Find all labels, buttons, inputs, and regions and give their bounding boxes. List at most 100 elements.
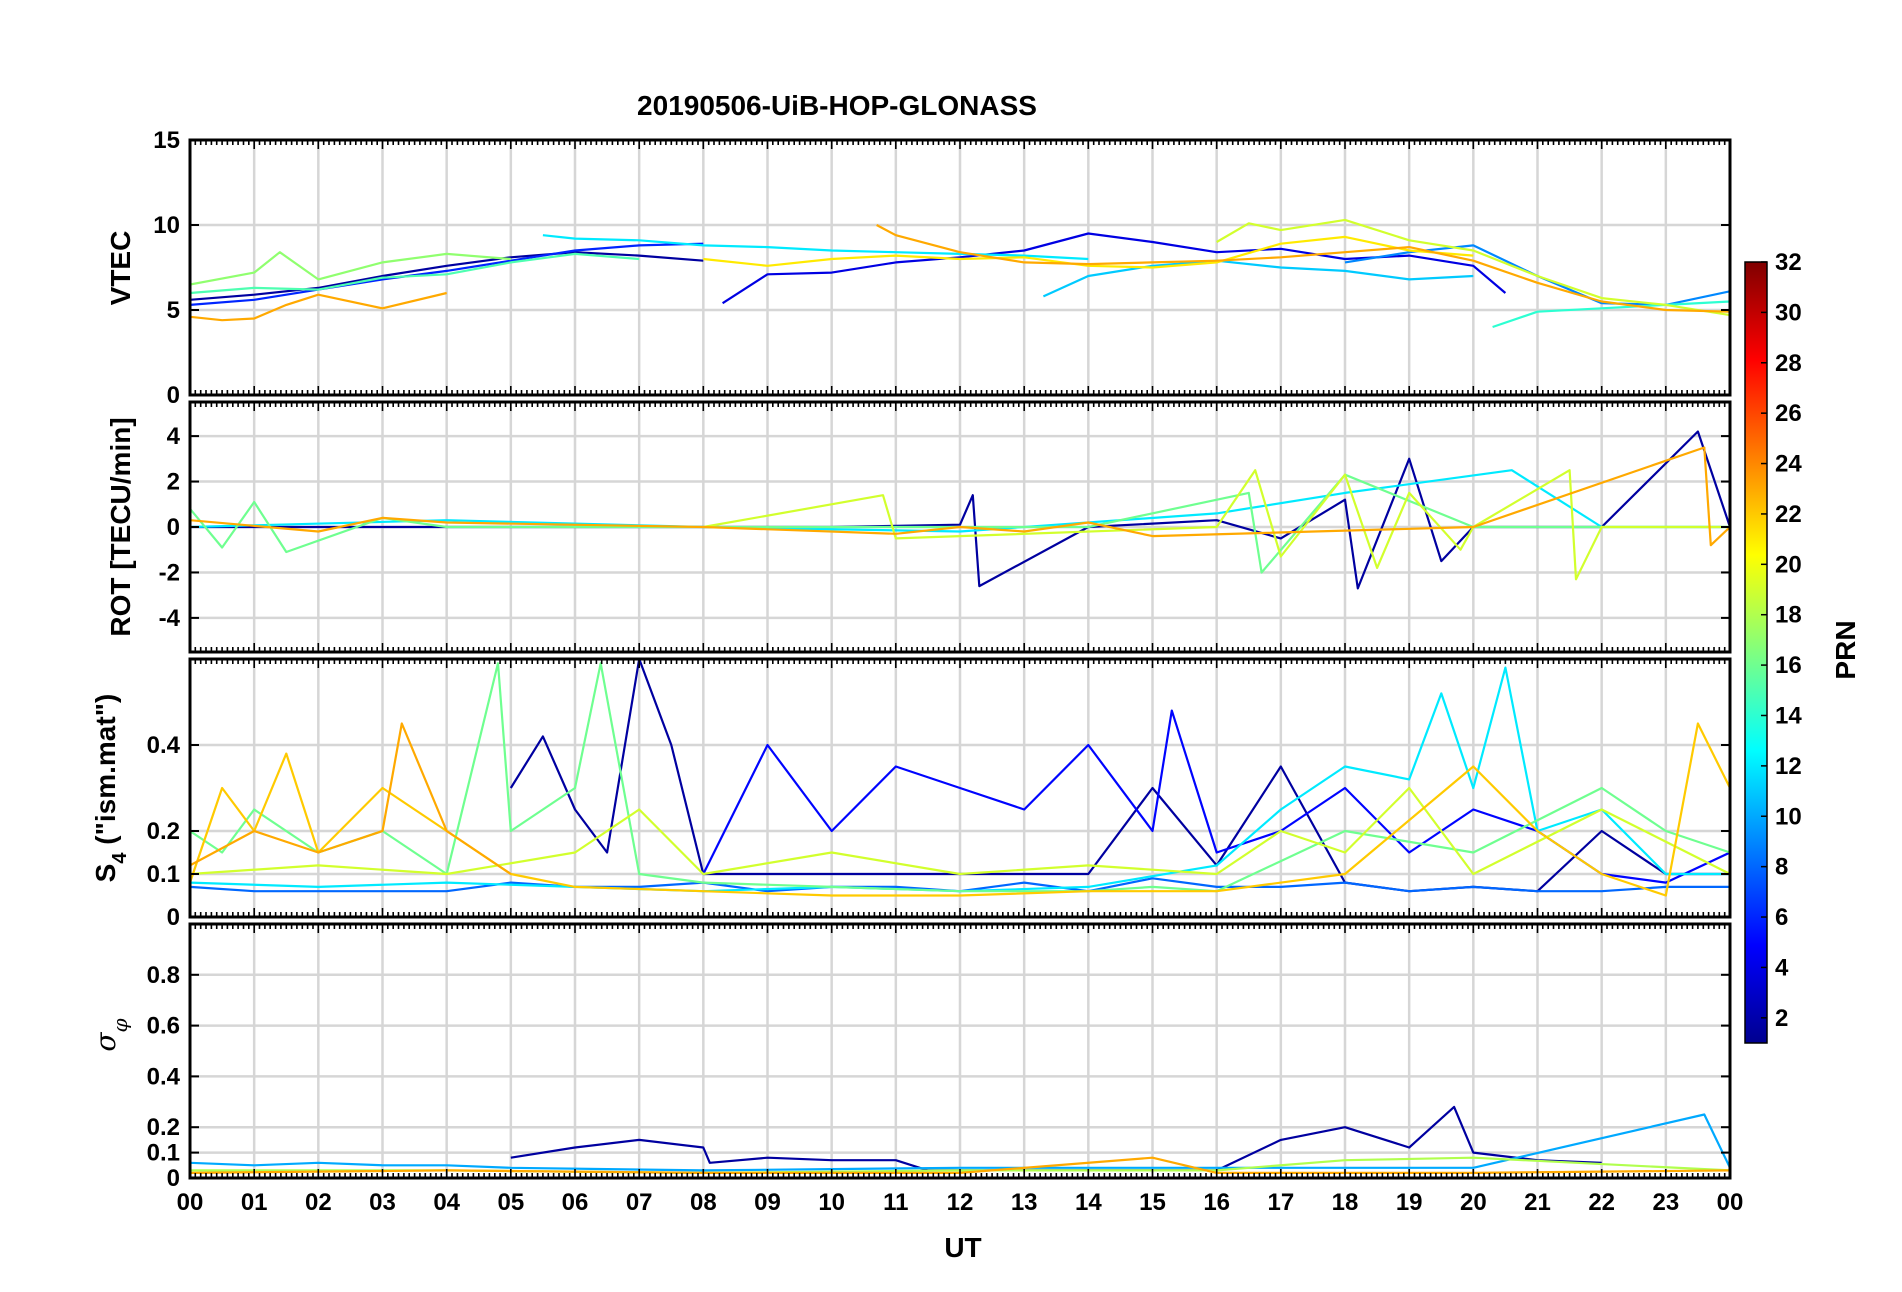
x-tick-label: 15 bbox=[1139, 1189, 1166, 1216]
series-line-prn-15 bbox=[190, 252, 640, 295]
series-group bbox=[190, 430, 1730, 590]
y-tick-label: 0 bbox=[167, 382, 180, 409]
series-line-prn-23 bbox=[190, 446, 1730, 547]
series-group bbox=[190, 218, 1730, 329]
panel-s4: 0 0.1 0.2 0.4 S4 ("ism.mat") bbox=[90, 657, 1732, 931]
y-tick-label: 0.8 bbox=[147, 962, 180, 989]
y-tick-label: 5 bbox=[167, 297, 180, 324]
colorbar-tick-label: 20 bbox=[1775, 551, 1802, 578]
y-tick-label: 0.2 bbox=[147, 1114, 180, 1141]
colorbar-label: PRN bbox=[1830, 620, 1861, 679]
y-tick-label: 10 bbox=[153, 212, 180, 239]
colorbar-tick-label: 4 bbox=[1775, 954, 1789, 981]
y-tick-label: -4 bbox=[159, 605, 181, 632]
x-minor-ticks bbox=[189, 402, 1731, 652]
colorbar-tick-label: 30 bbox=[1775, 299, 1802, 326]
series-line-prn-19 bbox=[190, 786, 1730, 876]
colorbar-tick-label: 32 bbox=[1775, 249, 1802, 276]
x-tick-label: 11 bbox=[883, 1189, 908, 1216]
colorbar-tick-label: 24 bbox=[1775, 451, 1802, 478]
x-tick-label: 16 bbox=[1203, 1189, 1230, 1216]
y-tick-label: 2 bbox=[167, 469, 180, 496]
series-line-prn-17 bbox=[190, 251, 511, 286]
colorbar-tick-label: 26 bbox=[1775, 400, 1802, 427]
series-line-prn-23 bbox=[190, 722, 512, 875]
y-tick-label: 0.1 bbox=[147, 861, 180, 888]
colorbar-tick-label: 10 bbox=[1775, 803, 1802, 830]
series-line-prn-22 bbox=[190, 722, 1730, 897]
x-tick-label: 03 bbox=[369, 1189, 396, 1216]
x-minor-ticks bbox=[189, 140, 1731, 395]
colorbar-tick-label: 8 bbox=[1775, 854, 1788, 881]
x-tick-label: 21 bbox=[1524, 1189, 1551, 1216]
series-line-prn-19 bbox=[1216, 218, 1730, 317]
panel-vtec: 0 5 10 15 VTEC bbox=[105, 127, 1732, 409]
series-line-prn-11 bbox=[1042, 259, 1474, 298]
x-tick-label: 17 bbox=[1267, 1189, 1294, 1216]
x-tick-label: 12 bbox=[947, 1189, 974, 1216]
series-line-prn-2 bbox=[190, 251, 704, 301]
x-tick-label: 18 bbox=[1332, 1189, 1359, 1216]
y-axis-label: VTEC bbox=[105, 231, 136, 306]
y-tick-label: 15 bbox=[153, 127, 180, 154]
x-tick-label: 00 bbox=[1717, 1189, 1744, 1216]
y-tick-label: 0.2 bbox=[147, 818, 180, 845]
series-line-prn-2 bbox=[509, 659, 1730, 893]
colorbar-tick-label: 2 bbox=[1775, 1005, 1788, 1032]
x-tick-label: 10 bbox=[818, 1189, 845, 1216]
series-line-prn-12 bbox=[542, 234, 1089, 261]
colorbar-tick-label: 18 bbox=[1775, 602, 1802, 629]
panel-rot: 4 2 0 -2 -4 ROT [TECU/min] bbox=[105, 400, 1732, 654]
x-tick-label: 19 bbox=[1396, 1189, 1423, 1216]
series-line-prn-19 bbox=[703, 469, 1730, 581]
series-line-prn-21 bbox=[703, 235, 1474, 269]
series-group bbox=[190, 659, 1730, 897]
series-line-prn-23 bbox=[190, 291, 447, 322]
x-tick-label: 13 bbox=[1011, 1189, 1038, 1216]
colorbar-tick-label: 16 bbox=[1775, 652, 1802, 679]
x-tick-label: 04 bbox=[433, 1189, 460, 1216]
series-line-prn-23 bbox=[190, 1156, 1730, 1175]
y-tick-label: -2 bbox=[159, 559, 180, 586]
x-tick-label: 08 bbox=[690, 1189, 717, 1216]
y-tick-label: 0.4 bbox=[147, 1063, 181, 1090]
x-tick-label: 00 bbox=[177, 1189, 204, 1216]
y-axis-label: ROT [TECU/min] bbox=[105, 417, 136, 636]
x-tick-label: 23 bbox=[1652, 1189, 1679, 1216]
x-tick-label: 20 bbox=[1460, 1189, 1487, 1216]
x-minor-ticks bbox=[189, 924, 1731, 1178]
y-tick-label: 0.6 bbox=[147, 1013, 180, 1040]
series-line-prn-4 bbox=[722, 232, 1507, 305]
x-axis-label: UT bbox=[944, 1232, 981, 1263]
colorbar-tick-label: 28 bbox=[1775, 350, 1802, 377]
x-tick-label: 06 bbox=[562, 1189, 589, 1216]
panel-sigma_phi: 00.10.2 0.4 0.6 0.8 σφ bbox=[89, 922, 1732, 1192]
y-tick-label: 4 bbox=[167, 423, 181, 450]
y-tick-label: 0 bbox=[167, 514, 180, 541]
x-tick-label: 22 bbox=[1588, 1189, 1615, 1216]
colorbar-gradient bbox=[1744, 261, 1768, 1044]
x-tick-label: 14 bbox=[1075, 1189, 1102, 1216]
y-axis-label: S4 ("ism.mat") bbox=[90, 694, 131, 883]
y-tick-label: 0 bbox=[167, 1165, 180, 1192]
series-line-prn-14 bbox=[1492, 300, 1730, 329]
x-tick-label: 05 bbox=[497, 1189, 524, 1216]
x-tick-label: 02 bbox=[305, 1189, 332, 1216]
y-tick-label: 0.4 bbox=[147, 732, 181, 759]
series-line-prn-6 bbox=[190, 242, 704, 306]
y-tick-label: 0 bbox=[167, 904, 180, 931]
x-minor-ticks bbox=[189, 659, 1731, 917]
x-tick-label: 07 bbox=[626, 1189, 653, 1216]
colorbar-tick-label: 12 bbox=[1775, 753, 1802, 780]
colorbar-tick-label: 22 bbox=[1775, 501, 1802, 528]
y-tick-label: 0.1 bbox=[147, 1140, 180, 1167]
y-axis-label: σφ bbox=[89, 1018, 132, 1051]
series-line-prn-23 bbox=[876, 224, 1730, 313]
colorbar-tick-label: 6 bbox=[1775, 904, 1788, 931]
x-axis: 00 01 02 03 04 05 06 07 08 09 10 11 12 13 14 15 16 17 18 19… bbox=[177, 1189, 1744, 1216]
x-tick-label: 01 bbox=[241, 1189, 268, 1216]
